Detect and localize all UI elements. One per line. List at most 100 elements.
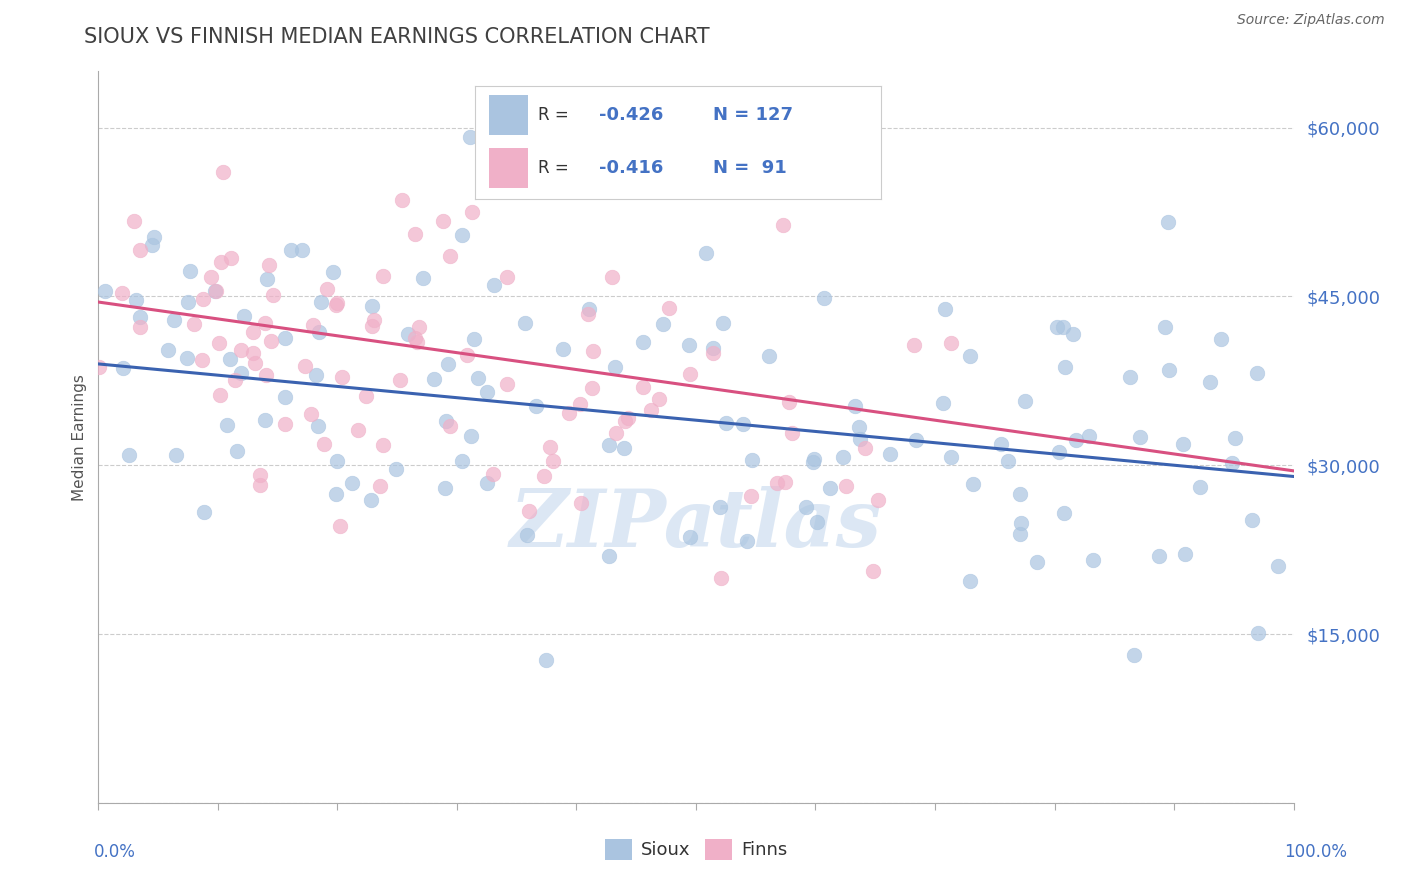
Point <box>848 419 870 434</box>
Point <box>735 534 758 549</box>
Point <box>773 475 796 490</box>
Point <box>294 359 316 373</box>
Point <box>818 481 841 495</box>
Point <box>803 452 825 467</box>
Point <box>1053 359 1076 374</box>
Point <box>540 440 562 454</box>
Point <box>1083 553 1105 567</box>
Point <box>1159 363 1181 377</box>
Point <box>1046 320 1069 334</box>
Point <box>581 381 603 395</box>
Point <box>1025 555 1047 569</box>
Point <box>254 413 277 427</box>
Point <box>766 475 789 490</box>
Point <box>496 270 519 285</box>
Point <box>193 505 215 519</box>
Point <box>558 406 581 420</box>
Point <box>614 414 637 428</box>
Point <box>305 368 328 382</box>
Point <box>204 285 226 299</box>
Point <box>1047 445 1070 459</box>
Point <box>1064 434 1087 448</box>
Point <box>229 343 252 357</box>
Point <box>225 443 247 458</box>
Point <box>1008 487 1031 501</box>
Point <box>361 318 384 333</box>
Y-axis label: Median Earnings: Median Earnings <box>72 374 87 500</box>
Point <box>1077 428 1099 442</box>
Point <box>363 313 385 327</box>
Point <box>176 295 198 310</box>
Point <box>598 549 620 563</box>
Point <box>513 316 536 330</box>
Point <box>322 265 344 279</box>
Point <box>679 368 702 382</box>
Point <box>360 492 382 507</box>
Point <box>1211 332 1233 346</box>
Point <box>702 346 724 360</box>
Point <box>1246 366 1268 380</box>
Point <box>433 481 456 495</box>
Point <box>569 495 592 509</box>
Point <box>959 574 981 588</box>
Point <box>962 477 984 491</box>
Point <box>617 411 640 425</box>
Point <box>280 243 302 257</box>
Point <box>613 442 636 456</box>
Point <box>813 291 835 305</box>
Point <box>326 296 349 310</box>
Point <box>1267 559 1289 574</box>
Point <box>658 301 681 315</box>
Point <box>219 352 242 367</box>
Point <box>207 335 229 350</box>
Point <box>868 493 890 508</box>
Point <box>990 437 1012 451</box>
Point <box>405 330 427 344</box>
Point <box>600 269 623 284</box>
Point <box>1241 513 1264 527</box>
Point <box>316 282 339 296</box>
Point <box>461 204 484 219</box>
Point <box>231 367 253 381</box>
Point <box>253 316 276 330</box>
Point <box>291 243 314 257</box>
Point <box>274 331 297 345</box>
Point <box>262 288 284 302</box>
Point <box>939 450 962 465</box>
Point <box>302 318 325 332</box>
Point <box>219 251 242 265</box>
Point <box>1010 516 1032 530</box>
Point <box>959 349 981 363</box>
Point <box>439 419 461 434</box>
Point <box>516 528 538 542</box>
Point <box>260 334 283 348</box>
Point <box>451 454 474 468</box>
Point <box>1198 375 1220 389</box>
Point <box>205 284 228 298</box>
Point <box>731 417 754 431</box>
Point <box>832 450 855 464</box>
Point <box>391 193 413 207</box>
Point <box>311 294 333 309</box>
Text: ZIPatlas: ZIPatlas <box>510 486 882 564</box>
Point <box>325 298 347 312</box>
Point <box>389 373 412 387</box>
Point <box>256 272 278 286</box>
Point <box>714 416 737 430</box>
Point <box>356 389 378 403</box>
Point <box>905 433 928 447</box>
Point <box>695 245 717 260</box>
Point <box>482 278 505 293</box>
Point <box>835 479 858 493</box>
Point <box>200 270 222 285</box>
Point <box>1154 319 1177 334</box>
Point <box>1174 547 1197 561</box>
Point <box>128 310 150 324</box>
Point <box>129 320 152 334</box>
Point <box>524 399 547 413</box>
Point <box>1119 370 1142 384</box>
Point <box>254 368 277 383</box>
Point <box>679 530 702 544</box>
Point <box>467 370 489 384</box>
Point <box>404 227 426 241</box>
